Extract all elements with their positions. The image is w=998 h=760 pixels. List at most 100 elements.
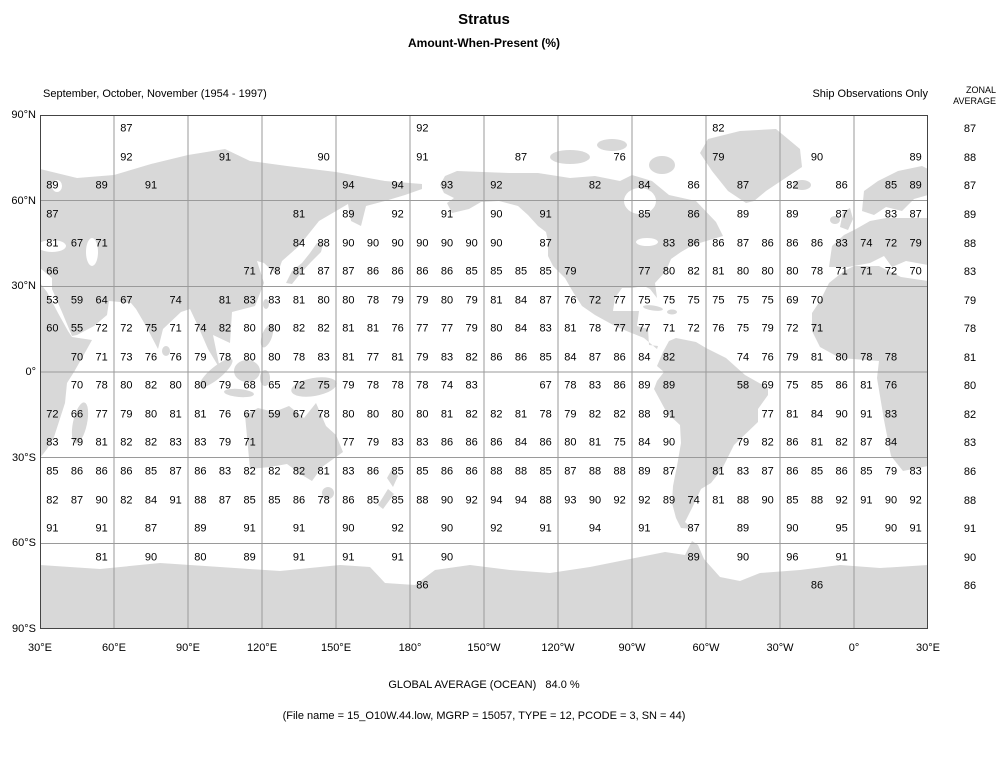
grid-value: 77 bbox=[95, 408, 108, 421]
grid-value: 77 bbox=[761, 408, 774, 421]
grid-value: 82 bbox=[292, 465, 306, 478]
grid-value: 80 bbox=[144, 408, 158, 421]
grid-value: 87 bbox=[169, 465, 182, 478]
grid-value: 77 bbox=[638, 322, 651, 335]
grid-value: 86 bbox=[194, 465, 207, 478]
grid-value: 86 bbox=[514, 351, 528, 364]
grid-value: 80 bbox=[736, 265, 750, 278]
grid-value: 77 bbox=[416, 322, 429, 335]
grid-value: 83 bbox=[194, 436, 207, 449]
grid-value: 90 bbox=[391, 237, 404, 249]
grid-value: 53 bbox=[46, 294, 59, 307]
grid-value: 81 bbox=[218, 294, 232, 307]
grid-value: 75 bbox=[662, 294, 676, 307]
grid-value: 82 bbox=[120, 436, 133, 449]
grid-value: 89 bbox=[786, 208, 799, 221]
grid-value: 81 bbox=[810, 351, 824, 364]
grid-value: 81 bbox=[292, 294, 306, 307]
figure-title: Stratus bbox=[458, 11, 510, 28]
grid-value: 92 bbox=[391, 208, 404, 221]
grid-value: 60 bbox=[46, 322, 59, 335]
grid-value: 87 bbox=[860, 436, 873, 449]
grid-value: 85 bbox=[46, 465, 59, 478]
grid-value: 88 bbox=[638, 408, 651, 421]
grid-value: 72 bbox=[884, 237, 898, 249]
grid-value: 85 bbox=[366, 494, 380, 506]
grid-value: 82 bbox=[490, 408, 503, 421]
grid-value: 81 bbox=[564, 322, 577, 335]
grid-value: 87 bbox=[588, 351, 602, 364]
grid-value: 92 bbox=[613, 494, 626, 506]
zonal-average-value: 90 bbox=[963, 551, 977, 564]
zonal-average-value: 87 bbox=[963, 123, 977, 136]
grid-value: 82 bbox=[218, 322, 232, 335]
grid-value: 89 bbox=[736, 522, 750, 535]
grid-value: 87 bbox=[687, 522, 700, 535]
grid-value: 79 bbox=[391, 294, 404, 307]
season-label: September, October, November (1954 - 199… bbox=[43, 88, 267, 100]
grid-value: 75 bbox=[613, 436, 626, 449]
grid-value: 70 bbox=[810, 294, 824, 307]
grid-value: 83 bbox=[391, 436, 404, 449]
grid-value: 83 bbox=[736, 465, 750, 478]
grid-value: 75 bbox=[638, 294, 651, 307]
grid-value: 91 bbox=[638, 522, 651, 535]
grid-value: 90 bbox=[810, 151, 824, 164]
grid-value: 80 bbox=[416, 408, 429, 421]
lat-label: 90°S bbox=[12, 623, 36, 635]
grid-value: 90 bbox=[440, 522, 454, 535]
grid-value: 96 bbox=[786, 551, 799, 564]
grid-value: 79 bbox=[416, 351, 429, 364]
grid-value: 66 bbox=[46, 265, 59, 278]
grid-value: 72 bbox=[884, 265, 898, 278]
grid-value: 89 bbox=[662, 494, 676, 506]
grid-value: 93 bbox=[440, 179, 454, 192]
grid-value: 82 bbox=[465, 351, 478, 364]
grid-value: 90 bbox=[342, 522, 355, 535]
grid-value: 85 bbox=[514, 265, 528, 278]
grid-value: 82 bbox=[588, 179, 602, 192]
grid-value: 80 bbox=[835, 351, 848, 364]
grid-value: 72 bbox=[292, 379, 306, 392]
grid-value: 91 bbox=[46, 522, 59, 535]
grid-value: 91 bbox=[218, 151, 232, 164]
grid-value: 76 bbox=[391, 322, 404, 335]
grid-value: 83 bbox=[909, 465, 922, 478]
grid-value: 77 bbox=[638, 265, 651, 278]
zonal-average-value: 81 bbox=[963, 351, 977, 364]
world-map: 87 92 82 92 91 90 91 87 76 79 90 89 89 89 91 94 94 93 92 82… bbox=[40, 115, 928, 629]
grid-value: 86 bbox=[539, 436, 552, 449]
grid-value: 86 bbox=[366, 265, 380, 278]
grid-value: 67 bbox=[120, 294, 133, 307]
grid-value: 79 bbox=[416, 294, 429, 307]
grid-value: 76 bbox=[884, 379, 898, 392]
grid-value: 86 bbox=[786, 465, 799, 478]
grid-value: 71 bbox=[169, 322, 182, 335]
grid-value: 84 bbox=[884, 436, 898, 449]
grid-value: 79 bbox=[70, 436, 84, 449]
grid-value: 86 bbox=[440, 265, 454, 278]
grid-value: 86 bbox=[440, 436, 454, 449]
grid-value: 81 bbox=[712, 465, 725, 478]
grid-value: 86 bbox=[687, 237, 700, 249]
grid-value: 83 bbox=[218, 465, 232, 478]
grid-value: 87 bbox=[342, 265, 355, 278]
grid-value: 93 bbox=[564, 494, 577, 506]
grid-value: 92 bbox=[909, 494, 922, 506]
lon-label: 60°W bbox=[692, 642, 720, 654]
lon-label: 30°W bbox=[766, 642, 794, 654]
grid-value: 80 bbox=[440, 294, 454, 307]
grid-value: 75 bbox=[687, 294, 700, 307]
grid-value: 86 bbox=[835, 465, 848, 478]
grid-value: 79 bbox=[120, 408, 133, 421]
grid-value: 92 bbox=[120, 151, 133, 164]
grid-value: 90 bbox=[366, 237, 380, 249]
grid-value: 90 bbox=[317, 151, 330, 164]
lon-label: 60°E bbox=[102, 642, 126, 654]
grid-value: 82 bbox=[243, 465, 256, 478]
grid-value: 83 bbox=[268, 294, 281, 307]
grid-value: 89 bbox=[342, 208, 355, 221]
grid-value: 80 bbox=[317, 294, 330, 307]
grid-value: 81 bbox=[366, 322, 380, 335]
map-border bbox=[40, 115, 928, 629]
